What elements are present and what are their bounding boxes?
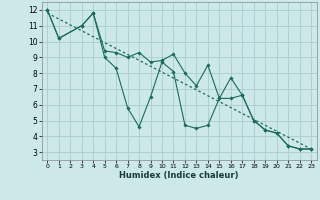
- X-axis label: Humidex (Indice chaleur): Humidex (Indice chaleur): [119, 171, 239, 180]
